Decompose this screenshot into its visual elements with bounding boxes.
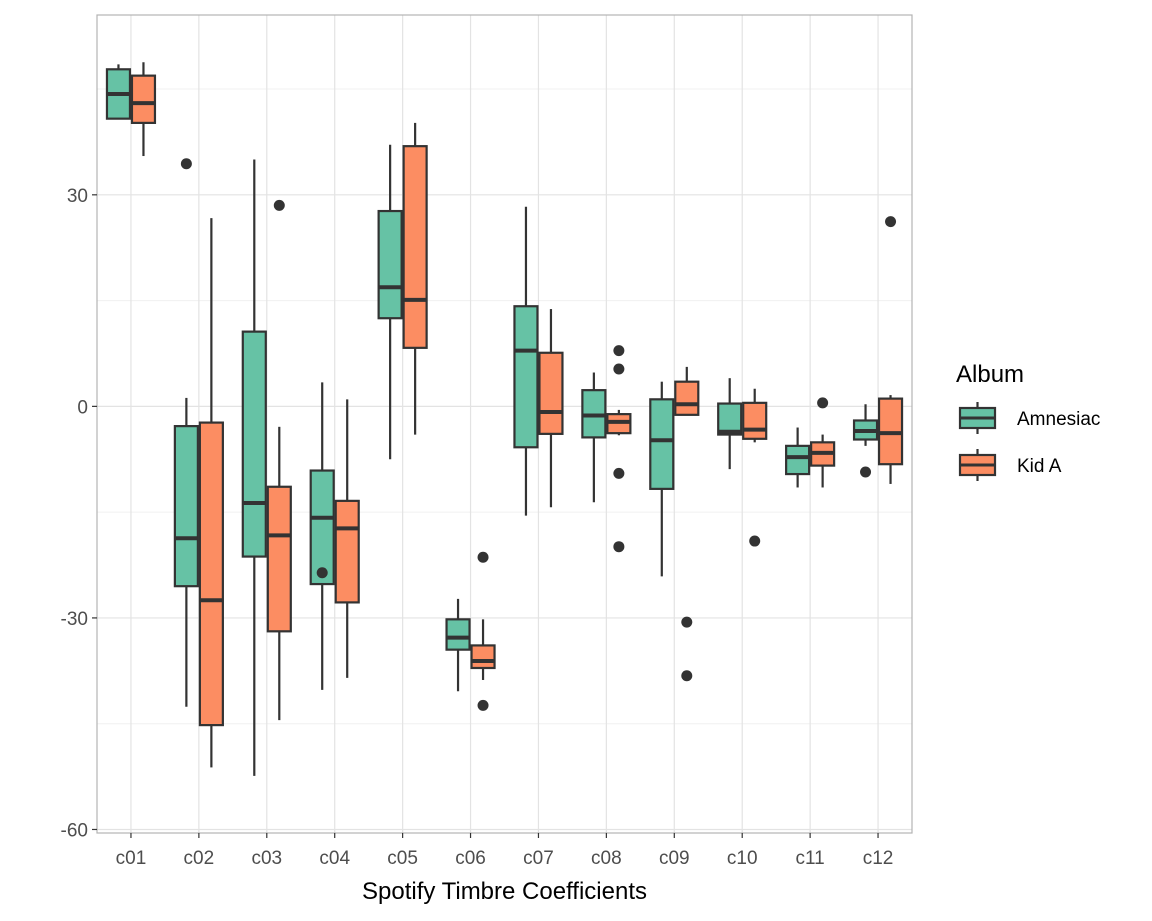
box-c05-amnesiac (377, 144, 403, 460)
outlier-point (613, 363, 625, 375)
box-body (173, 425, 199, 588)
outlier-point (613, 345, 625, 357)
x-tick-label: c03 (251, 848, 282, 869)
outlier-point (613, 541, 625, 553)
box-body (198, 421, 224, 727)
box-c03-amnesiac (241, 159, 267, 776)
legend-key-kid-a (958, 449, 997, 481)
box-c01-kid-a (130, 62, 157, 157)
box-c12-amnesiac (852, 404, 879, 478)
box-body (334, 499, 360, 604)
outlier-point (681, 670, 693, 682)
outlier-point (316, 567, 328, 579)
box-body (377, 209, 403, 320)
outlier-point (477, 551, 489, 563)
box-body (538, 351, 564, 435)
x-tick-label: c10 (727, 848, 758, 869)
box-body (470, 644, 496, 670)
outlier-point (749, 535, 761, 547)
outlier-point (860, 466, 872, 478)
box-c02-amnesiac (173, 158, 199, 707)
outlier-point (613, 467, 625, 479)
x-tick-label: c11 (796, 848, 825, 869)
x-tick-label: c02 (184, 848, 215, 869)
outlier-point (477, 699, 489, 711)
x-tick-label: c06 (455, 848, 486, 869)
box-c08-kid-a (606, 345, 632, 553)
box-body (309, 469, 335, 586)
box-body (649, 398, 675, 490)
box-body (130, 74, 157, 124)
box-body (266, 485, 292, 633)
x-tick-label: c09 (659, 848, 690, 869)
y-tick-label: -60 (61, 820, 88, 841)
box-c08-amnesiac (581, 372, 607, 503)
outlier-point (681, 616, 693, 628)
box-c03-kid-a (266, 199, 292, 721)
box-body (674, 380, 700, 416)
outlier-point (885, 216, 897, 228)
outlier-point (817, 397, 829, 409)
box-c07-amnesiac (513, 206, 539, 516)
box-body (742, 401, 768, 440)
x-tick-label: c07 (523, 848, 554, 869)
box-c06-amnesiac (445, 598, 471, 692)
x-tick-label: c05 (387, 848, 418, 869)
y-tick-label: 30 (67, 186, 88, 207)
outlier-point (273, 199, 285, 211)
legend: Album Amnesiac Kid A (956, 361, 1100, 481)
x-tick-label: c12 (863, 848, 894, 869)
box-c01-amnesiac (105, 64, 132, 120)
boxplots (105, 62, 904, 776)
legend-label: Amnesiac (1017, 409, 1100, 430)
box-c07-kid-a (538, 309, 564, 508)
x-axis-title: Spotify Timbre Coefficients (362, 878, 647, 905)
box-c12-kid-a (877, 216, 904, 484)
x-tick-label: c01 (116, 848, 147, 869)
legend-key-amnesiac (958, 402, 997, 434)
outlier-point (180, 158, 192, 170)
legend-title: Album (956, 361, 1024, 388)
box-body (445, 618, 471, 651)
box-c04-amnesiac (309, 382, 335, 690)
box-c05-kid-a (402, 122, 428, 435)
box-c09-kid-a (674, 366, 700, 682)
axes: 30 0 -30 -60 c01 c02 c03 c04 c05 c06 c07 c08 c09 c10 c… (61, 186, 894, 869)
box-body (402, 145, 428, 349)
x-tick-label: c04 (319, 848, 350, 869)
box-c11-amnesiac (785, 427, 811, 488)
box-c10-kid-a (742, 388, 768, 547)
box-body (717, 402, 743, 436)
y-tick-label: 0 (77, 397, 88, 418)
box-body (241, 330, 267, 558)
panel-border (96, 14, 913, 834)
box-body (513, 305, 539, 449)
box-body (785, 444, 811, 476)
x-tick-label: c08 (591, 848, 622, 869)
box-c02-kid-a (198, 218, 224, 768)
box-c09-amnesiac (649, 381, 675, 577)
box-c06-kid-a (470, 551, 496, 711)
box-c10-amnesiac (717, 378, 743, 470)
box-c04-kid-a (334, 399, 360, 678)
legend-label: Kid A (1017, 456, 1062, 477)
y-tick-label: -30 (61, 609, 88, 630)
box-c11-kid-a (810, 397, 836, 488)
